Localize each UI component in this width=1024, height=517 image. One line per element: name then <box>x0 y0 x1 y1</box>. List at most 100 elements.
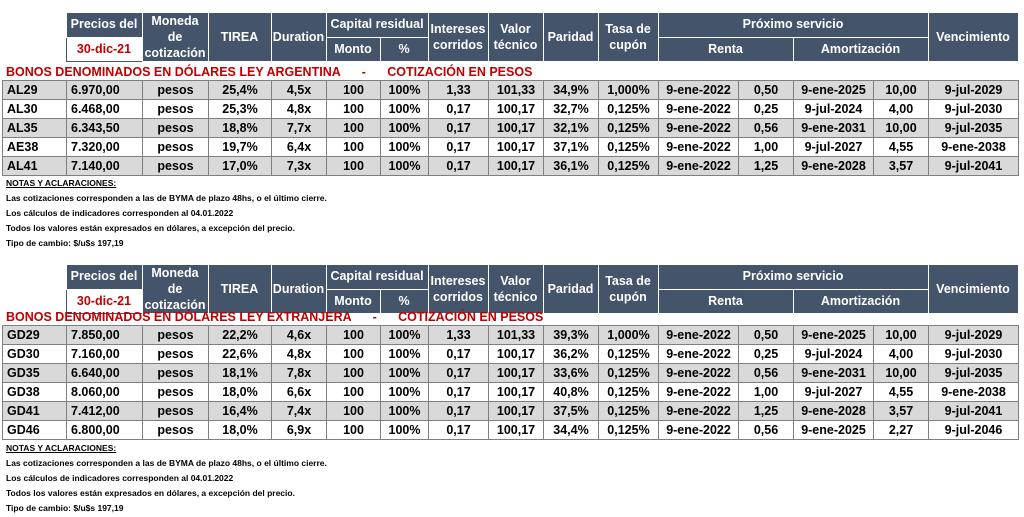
cell-amort-valor: 3,57 <box>873 401 929 421</box>
header-duration: Duration <box>270 264 327 314</box>
header-vencimiento: Vencimiento <box>927 12 1019 62</box>
cell-renta-fecha: 9-ene-2022 <box>658 325 739 345</box>
cell-valor-tecnico: 100,17 <box>488 156 544 176</box>
cell-monto: 100 <box>326 325 381 345</box>
cell-monto: 100 <box>326 401 381 421</box>
cell-ticker: AE38 <box>2 137 67 157</box>
table-row: GD46 6.800,00 pesos 18,0% 6,9x 100 100% 0,17 100… <box>2 420 1019 440</box>
cell-amort-fecha: 9-ene-2025 <box>793 420 874 440</box>
cell-amort-valor: 4,00 <box>873 99 929 119</box>
header-proximo-servicio: Próximo servicio <box>657 12 929 38</box>
header-table: Precios del Moneda de cotización TIREA Du… <box>2 264 1019 314</box>
cell-renta-fecha: 9-ene-2022 <box>658 363 739 383</box>
cell-amort-fecha: 9-jul-2024 <box>793 99 874 119</box>
note-line: Los cálculos de indicadores corresponden… <box>6 208 234 218</box>
cell-tirea: 25,3% <box>208 99 272 119</box>
table-row: GD30 7.160,00 pesos 22,6% 4,8x 100 100% 0,17 100… <box>2 344 1019 364</box>
header-valor-tecnico: Valor técnico <box>487 12 544 62</box>
cell-vencimiento: 9-ene-2038 <box>928 382 1019 402</box>
cell-monto: 100 <box>326 118 381 138</box>
header-paridad: Paridad <box>542 12 599 62</box>
cell-pct: 100% <box>380 325 429 345</box>
cell-vencimiento: 9-jul-2046 <box>928 420 1019 440</box>
cell-monto: 100 <box>326 99 381 119</box>
cell-renta-fecha: 9-ene-2022 <box>658 344 739 364</box>
cell-renta-valor: 0,56 <box>738 420 794 440</box>
cell-valor-tecnico: 100,17 <box>488 401 544 421</box>
cell-amort-valor: 4,55 <box>873 137 929 157</box>
cell-duration: 7,8x <box>271 363 327 383</box>
cell-amort-valor: 2,27 <box>873 420 929 440</box>
table-row: GD38 8.060,00 pesos 18,0% 6,6x 100 100% 0,17 100… <box>2 382 1019 402</box>
section-title: BONOS DENOMINADOS EN DÓLARES LEY ARGENTI… <box>6 65 533 79</box>
cell-moneda: pesos <box>142 118 209 138</box>
cell-tasa-cupon: 0,125% <box>598 363 659 383</box>
cell-precio: 7.160,00 <box>66 344 143 364</box>
cell-renta-valor: 0,56 <box>738 363 794 383</box>
cell-tasa-cupon: 0,125% <box>598 401 659 421</box>
cell-tasa-cupon: 0,125% <box>598 156 659 176</box>
cell-valor-tecnico: 100,17 <box>488 99 544 119</box>
table-row: GD41 7.412,00 pesos 16,4% 7,4x 100 100% 0,17 100… <box>2 401 1019 421</box>
cell-vencimiento: 9-jul-2029 <box>928 80 1019 100</box>
cell-tirea: 25,4% <box>208 80 272 100</box>
cell-tirea: 19,7% <box>208 137 272 157</box>
cell-tirea: 18,1% <box>208 363 272 383</box>
cell-pct: 100% <box>380 420 429 440</box>
cell-pct: 100% <box>380 80 429 100</box>
bonds-block-ley-argentina: Precios del Moneda de cotización TIREA Du… <box>0 0 1024 250</box>
cell-tasa-cupon: 0,125% <box>598 420 659 440</box>
cell-amort-valor: 10,00 <box>873 325 929 345</box>
cell-monto: 100 <box>326 156 381 176</box>
cell-moneda: pesos <box>142 382 209 402</box>
cell-paridad: 34,9% <box>543 80 599 100</box>
cell-tasa-cupon: 0,125% <box>598 137 659 157</box>
cell-moneda: pesos <box>142 99 209 119</box>
note-line: Todos los valores están expresados en dó… <box>6 488 295 498</box>
cell-ticker: GD46 <box>2 420 67 440</box>
table-row: AL29 6.970,00 pesos 25,4% 4,5x 100 100% 1,33 101… <box>2 80 1019 100</box>
cell-ticker: AL41 <box>2 156 67 176</box>
cell-renta-valor: 0,50 <box>738 80 794 100</box>
cell-precio: 6.343,50 <box>66 118 143 138</box>
cell-paridad: 40,8% <box>543 382 599 402</box>
cell-tirea: 22,2% <box>208 325 272 345</box>
cell-vencimiento: 9-jul-2029 <box>928 325 1019 345</box>
cell-valor-tecnico: 100,17 <box>488 382 544 402</box>
header-capital-residual: Capital residual <box>325 264 429 290</box>
cell-renta-valor: 0,25 <box>738 344 794 364</box>
section-title: BONOS DENOMINADOS EN DÓLARES LEY EXTRANJ… <box>6 310 544 324</box>
table-row: AL41 7.140,00 pesos 17,0% 7,3x 100 100% 0,17 100… <box>2 156 1019 176</box>
cell-moneda: pesos <box>142 137 209 157</box>
note-line: Todos los valores están expresados en dó… <box>6 223 295 233</box>
cell-intereses: 0,17 <box>428 137 489 157</box>
cell-paridad: 39,3% <box>543 325 599 345</box>
note-line: Las cotizaciones corresponden a las de B… <box>6 458 327 468</box>
cell-amort-fecha: 9-ene-2028 <box>793 401 874 421</box>
note-line: Las cotizaciones corresponden a las de B… <box>6 193 327 203</box>
note-line: Tipo de cambio: $/u$s 197,19 <box>6 238 124 248</box>
cell-ticker: GD38 <box>2 382 67 402</box>
cell-valor-tecnico: 100,17 <box>488 137 544 157</box>
cell-renta-fecha: 9-ene-2022 <box>658 382 739 402</box>
cell-amort-fecha: 9-ene-2025 <box>793 325 874 345</box>
cell-amort-fecha: 9-jul-2027 <box>793 137 874 157</box>
cell-renta-valor: 0,50 <box>738 325 794 345</box>
cell-paridad: 32,1% <box>543 118 599 138</box>
cell-vencimiento: 9-ene-2038 <box>928 137 1019 157</box>
cell-precio: 7.320,00 <box>66 137 143 157</box>
cell-renta-valor: 1,25 <box>738 401 794 421</box>
cell-renta-valor: 1,00 <box>738 137 794 157</box>
header-tasa-cupon: Tasa de cupón <box>597 264 659 314</box>
cell-paridad: 36,1% <box>543 156 599 176</box>
cell-renta-fecha: 9-ene-2022 <box>658 80 739 100</box>
cell-valor-tecnico: 101,33 <box>488 80 544 100</box>
cell-moneda: pesos <box>142 80 209 100</box>
cell-pct: 100% <box>380 344 429 364</box>
cell-amort-valor: 3,57 <box>873 156 929 176</box>
header-pct: % <box>379 36 429 62</box>
cell-renta-fecha: 9-ene-2022 <box>658 156 739 176</box>
table-row: AE38 7.320,00 pesos 19,7% 6,4x 100 100% 0,17 100… <box>2 137 1019 157</box>
cell-pct: 100% <box>380 156 429 176</box>
cell-moneda: pesos <box>142 363 209 383</box>
